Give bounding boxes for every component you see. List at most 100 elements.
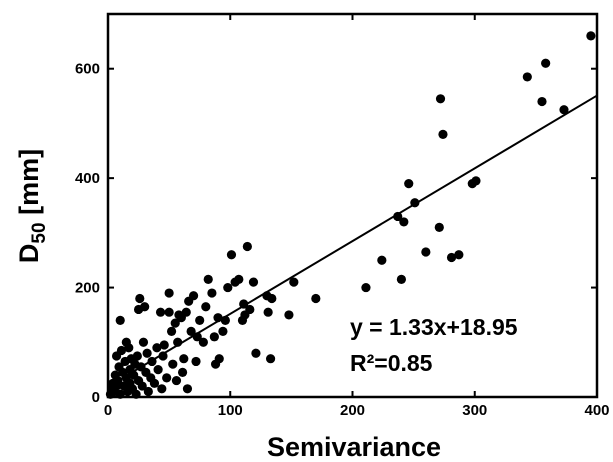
- data-point: [186, 326, 196, 336]
- data-point: [218, 326, 228, 336]
- y-tick-label: 600: [75, 61, 100, 78]
- data-point: [143, 386, 153, 397]
- x-axis-title: Semivariance: [267, 432, 441, 462]
- data-point: [137, 381, 147, 391]
- data-point: [267, 293, 277, 304]
- x-tick-label: 300: [462, 402, 487, 419]
- data-point: [168, 359, 178, 369]
- data-point: [158, 351, 168, 361]
- data-point: [421, 247, 431, 257]
- equation-annotation: y = 1.33x+18.95: [350, 314, 518, 340]
- data-point: [214, 354, 224, 364]
- data-point: [284, 310, 294, 320]
- r-squared-annotation: R²=0.85: [350, 350, 433, 376]
- x-tick-label: 0: [104, 402, 112, 419]
- data-point: [155, 307, 166, 317]
- data-point: [522, 72, 532, 82]
- data-point: [209, 332, 219, 342]
- data-point: [177, 367, 188, 377]
- data-point: [157, 384, 167, 394]
- data-point: [396, 274, 406, 284]
- data-point: [191, 356, 201, 367]
- y-tick-label: 400: [75, 170, 100, 187]
- data-point: [245, 304, 255, 315]
- data-point: [454, 250, 464, 260]
- regression-line: [107, 94, 598, 388]
- data-point: [182, 384, 193, 394]
- data-point: [135, 293, 145, 304]
- data-point: [434, 222, 444, 232]
- data-point: [164, 307, 174, 317]
- data-point: [242, 241, 252, 252]
- data-point: [192, 332, 202, 342]
- data-point: [248, 277, 259, 287]
- data-point: [181, 307, 191, 317]
- data-point: [116, 345, 127, 356]
- data-point: [149, 378, 160, 388]
- data-point: [438, 129, 448, 139]
- data-point: [188, 291, 199, 301]
- x-tick-label: 100: [218, 402, 243, 419]
- data-point: [537, 96, 547, 107]
- data-point: [234, 274, 244, 284]
- data-point: [159, 340, 169, 350]
- data-point: [115, 315, 125, 325]
- data-point: [393, 211, 403, 222]
- data-point: [410, 198, 420, 208]
- data-point: [195, 315, 205, 325]
- data-point: [404, 179, 414, 189]
- data-point: [471, 176, 481, 186]
- y-tick-label: 0: [92, 389, 100, 406]
- data-point: [152, 343, 162, 353]
- data-point: [361, 282, 371, 293]
- data-point: [113, 375, 123, 386]
- data-point: [201, 302, 211, 312]
- y-axis-title: D50 [mm]: [14, 149, 50, 263]
- data-point: [223, 282, 233, 293]
- y-axis-title-unit: [mm]: [14, 149, 44, 223]
- data-point: [142, 348, 152, 358]
- data-point: [203, 274, 213, 284]
- y-axis-title-subscript: 50: [29, 222, 50, 243]
- data-point: [541, 58, 551, 68]
- axes: [106, 12, 599, 399]
- x-tick-label: 400: [584, 402, 609, 419]
- data-point: [131, 389, 141, 399]
- y-tick-label: 200: [75, 280, 100, 297]
- data-point: [213, 313, 223, 323]
- data-point: [586, 31, 596, 41]
- x-tick-label: 200: [340, 402, 365, 419]
- data-point: [446, 252, 457, 263]
- data-point: [173, 337, 183, 347]
- data-point: [435, 94, 446, 104]
- data-point: [311, 293, 321, 304]
- data-point: [179, 354, 189, 364]
- data-point: [263, 307, 273, 317]
- data-point: [138, 337, 149, 347]
- data-point: [198, 337, 208, 347]
- data-point: [132, 351, 142, 361]
- data-point: [207, 288, 217, 298]
- data-points: [105, 31, 596, 399]
- data-point: [153, 365, 163, 375]
- data-point: [170, 318, 180, 328]
- data-point: [559, 105, 569, 115]
- data-point: [239, 299, 249, 309]
- tick-labels: 0 100 200 300 400 0 200 400 600: [75, 61, 610, 419]
- data-point: [289, 277, 299, 287]
- regression-line-group: [107, 94, 598, 388]
- data-point: [171, 375, 182, 386]
- data-point: [377, 255, 387, 265]
- y-axis-title-main: D: [14, 244, 44, 264]
- data-point: [166, 326, 177, 336]
- data-point: [124, 343, 134, 353]
- data-point: [251, 348, 261, 358]
- data-point: [265, 354, 276, 364]
- data-point: [164, 288, 174, 298]
- data-point: [220, 315, 230, 325]
- data-point: [226, 250, 237, 260]
- data-point: [140, 302, 150, 312]
- data-point: [115, 389, 125, 399]
- data-point: [147, 356, 157, 367]
